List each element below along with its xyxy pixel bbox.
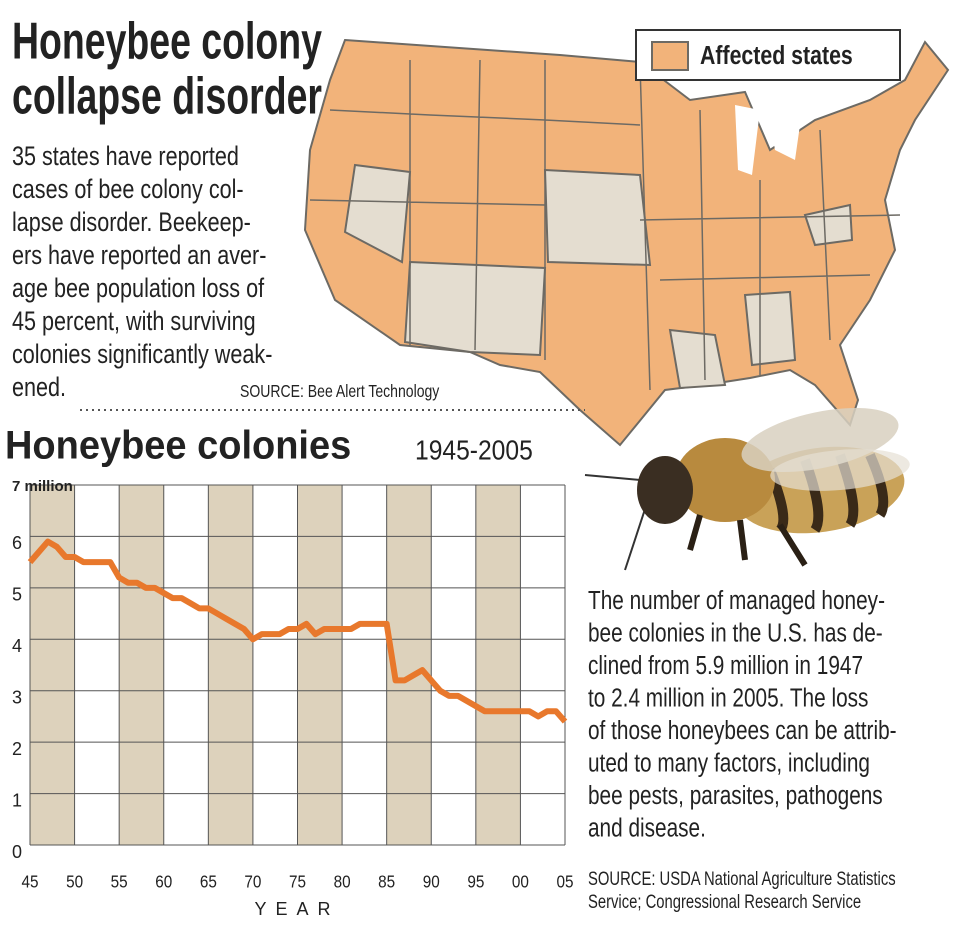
note-line: to 2.4 million in 2005. The loss xyxy=(588,683,868,712)
bee-illustration xyxy=(584,407,910,571)
gray-state xyxy=(743,290,797,367)
state-borders xyxy=(309,59,901,391)
gray-state xyxy=(543,168,652,267)
x-axis-label: YEAR xyxy=(254,899,339,919)
source: SOURCE: Bee Alert Technology xyxy=(240,381,440,401)
band xyxy=(297,485,343,845)
x-tick-label: 50 xyxy=(66,872,83,892)
x-tick-label: 55 xyxy=(111,872,128,892)
y-tick-label: 6 xyxy=(12,533,22,553)
x-tick-label: 90 xyxy=(423,872,440,892)
legend-swatch xyxy=(651,41,689,71)
band xyxy=(208,485,253,845)
x-tick-label: 65 xyxy=(200,872,217,892)
title-line: collapse disorder xyxy=(12,67,322,126)
intro-line: age bee population loss of xyxy=(12,274,264,304)
y-tick-label: 1 xyxy=(12,790,22,810)
note-line: and disease. xyxy=(588,813,706,842)
data-line xyxy=(27,538,568,724)
y-tick-label: 4 xyxy=(12,636,22,656)
band xyxy=(475,485,521,845)
note-line: of those honeybees can be attrib- xyxy=(588,716,897,745)
x-tick-label: 00 xyxy=(512,872,529,892)
note-line: clined from 5.9 million in 1947 xyxy=(588,651,863,680)
intro-line: 35 states have reported xyxy=(12,142,239,172)
x-tick-label: 75 xyxy=(289,872,306,892)
title-line: Honeybee colony xyxy=(12,12,322,71)
note-line: The number of managed honey- xyxy=(588,586,885,615)
gray-state xyxy=(668,328,727,390)
y-tick-label: 3 xyxy=(12,687,22,707)
gray-state xyxy=(803,203,854,247)
x-tick-label: 45 xyxy=(21,872,38,892)
note-source: Service; Congressional Research Service xyxy=(588,891,861,912)
x-tick-label: 70 xyxy=(244,872,261,892)
note-line: uted to many factors, including xyxy=(588,748,870,777)
note-line: bee pests, parasites, pathogens xyxy=(588,781,883,810)
us-map xyxy=(303,38,950,447)
y-tick-label: 2 xyxy=(12,739,22,759)
intro-line: colonies significantly weak- xyxy=(12,340,272,370)
intro-line: ened. xyxy=(12,373,66,403)
x-tick-label: 85 xyxy=(378,872,395,892)
gray-state xyxy=(343,163,412,264)
chart-title: Honeybee colonies xyxy=(5,424,351,468)
note: The number of managed honey-bee colonies… xyxy=(588,586,897,913)
y-tick-label: 7 million xyxy=(12,478,73,495)
x-tick-label: 05 xyxy=(556,872,573,892)
intro-line: 45 percent, with surviving xyxy=(12,307,256,337)
y-tick-label: 0 xyxy=(12,842,22,862)
lake xyxy=(735,105,800,175)
x-tick-label: 80 xyxy=(334,872,351,892)
intro-line: lapse disorder. Beekeep- xyxy=(12,208,251,238)
band xyxy=(119,485,164,845)
x-tick-label: 60 xyxy=(155,872,172,892)
band xyxy=(30,485,75,845)
x-tick-label: 95 xyxy=(467,872,484,892)
chart-subtitle: 1945-2005 xyxy=(415,434,533,466)
intro-line: ers have reported an aver- xyxy=(12,241,266,271)
note-source: SOURCE: USDA National Agriculture Statis… xyxy=(588,868,896,889)
note-line: bee colonies in the U.S. has de- xyxy=(588,618,883,647)
intro-line: cases of bee colony col- xyxy=(12,175,244,205)
legend-label: Affected states xyxy=(700,41,853,71)
y-tick-label: 5 xyxy=(12,585,22,605)
